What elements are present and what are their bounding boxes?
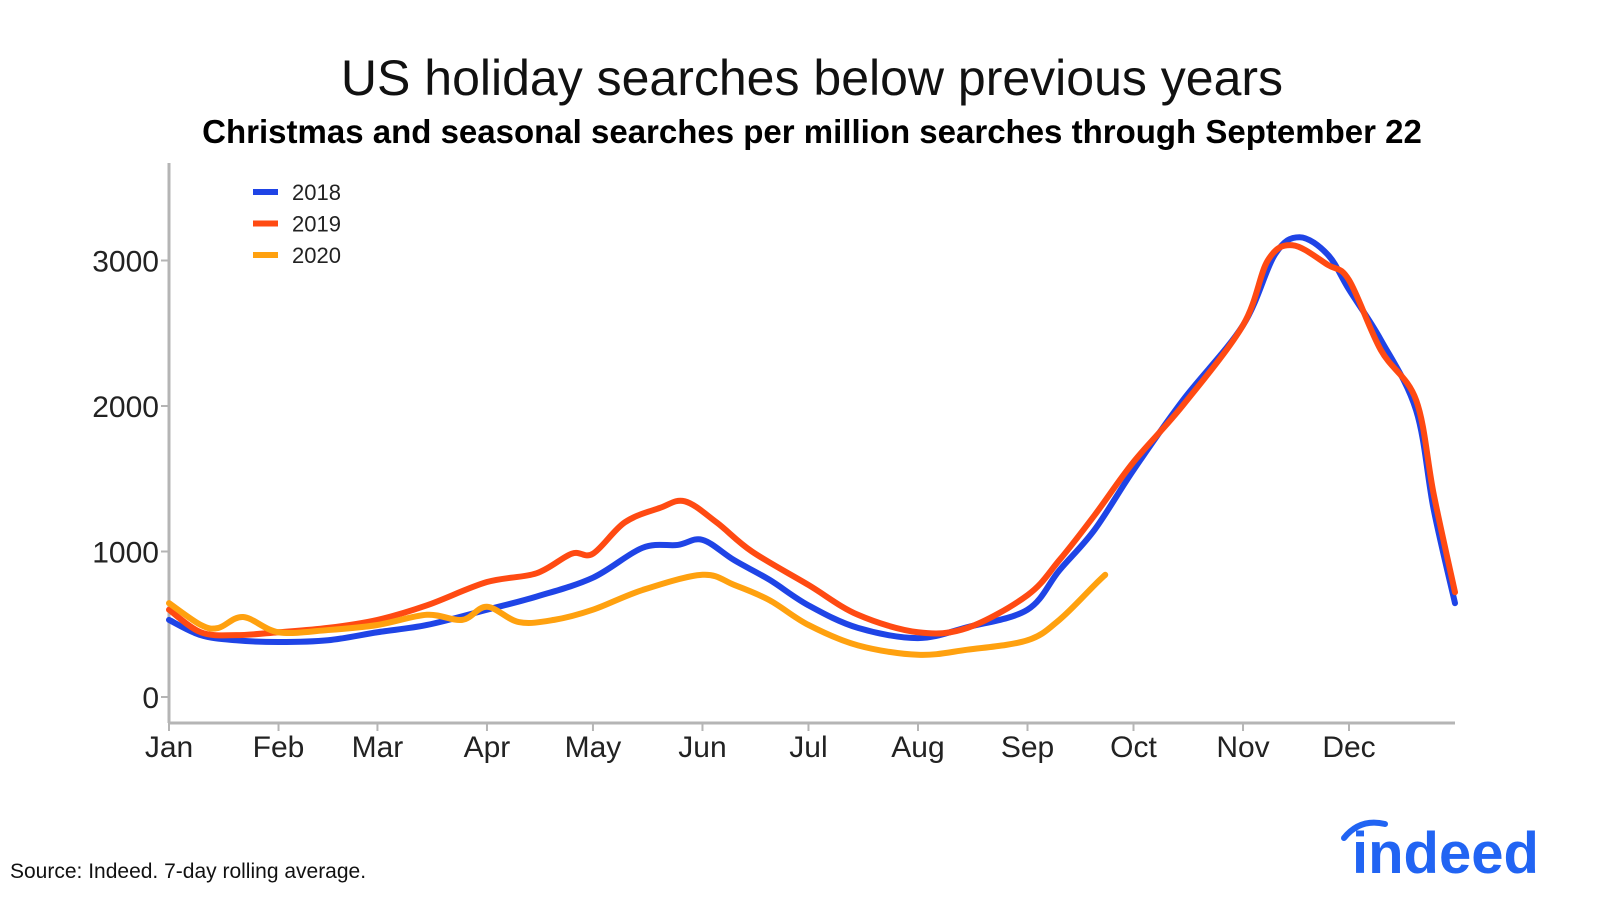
x-tick-label: Feb <box>253 731 305 764</box>
x-tick-label: Sep <box>1001 731 1054 764</box>
y-tick-label: 0 <box>142 682 159 715</box>
x-tick-label: May <box>565 731 622 764</box>
chart-subtitle: Christmas and seasonal searches per mill… <box>202 113 1422 150</box>
x-tick-label: Jun <box>678 731 726 764</box>
indeed-logo: indeed <box>1341 819 1539 886</box>
x-tick-label: Apr <box>464 731 511 764</box>
series-line-2020 <box>166 571 1109 658</box>
x-tick-label: Dec <box>1322 731 1375 764</box>
x-tick-label: Aug <box>891 731 944 764</box>
series-line-2019 <box>166 242 1458 639</box>
x-tick-label: Jan <box>145 731 193 764</box>
y-tick-label: 3000 <box>92 246 159 279</box>
source-note: Source: Indeed. 7-day rolling average. <box>10 860 366 883</box>
x-tick-label: Mar <box>352 731 404 764</box>
logo-text: indeed <box>1352 821 1539 886</box>
series-line-2018 <box>166 234 1458 646</box>
legend-label-2020: 2020 <box>292 243 341 268</box>
y-tick-label: 2000 <box>92 391 159 424</box>
legend-label-2018: 2018 <box>292 180 341 205</box>
legend-label-2019: 2019 <box>292 212 341 237</box>
chart-title: US holiday searches below previous years <box>341 50 1283 106</box>
y-tick-label: 1000 <box>92 537 159 570</box>
x-tick-label: Nov <box>1216 731 1269 764</box>
x-tick-label: Jul <box>789 731 827 764</box>
x-tick-label: Oct <box>1110 731 1157 764</box>
